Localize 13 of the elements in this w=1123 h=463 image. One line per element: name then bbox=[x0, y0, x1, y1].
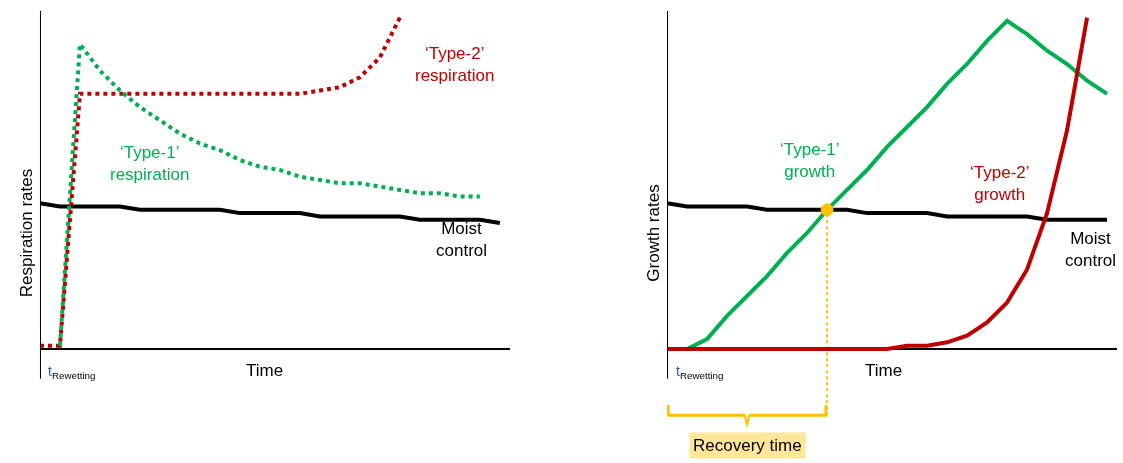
series-label: ‘Type-1’ respiration bbox=[110, 143, 190, 185]
series-label: ‘Type-1’ growth bbox=[780, 140, 840, 182]
y-axis-title: Respiration rates bbox=[16, 168, 36, 298]
x-axis-title: Time bbox=[246, 361, 284, 380]
series-label: Moist control bbox=[1065, 229, 1117, 271]
y-axis-title: Growth rates bbox=[643, 184, 663, 282]
text: t$_{Rewetting}$ bbox=[676, 363, 724, 381]
text: t$_{Rewetting}$ bbox=[48, 363, 96, 381]
x-axis-title: Time bbox=[865, 361, 903, 380]
series-label: ‘Type-2’ growth bbox=[970, 163, 1030, 205]
series-label: ‘Type-2’ respiration bbox=[415, 44, 495, 86]
text: Recovery time bbox=[693, 436, 802, 455]
series-label: Moist control bbox=[436, 219, 488, 261]
